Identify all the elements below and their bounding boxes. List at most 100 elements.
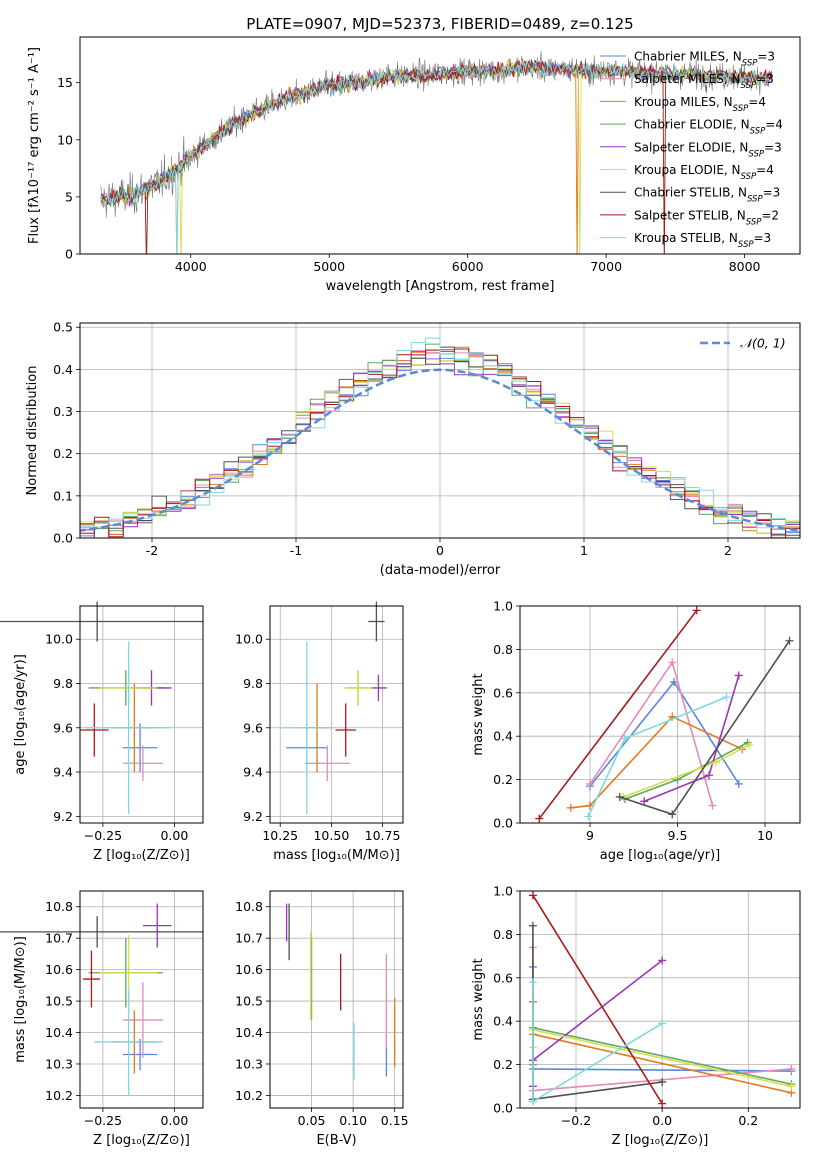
y-tick-label: 0.1: [53, 488, 73, 503]
weight-marker-kroupa_stelib: [658, 1019, 667, 1028]
x-tick-label: −0.25: [84, 1113, 122, 1128]
y-tick-label: 0.4: [53, 362, 73, 377]
figure-title: PLATE=0907, MJD=52373, FIBERID=0489, z=0…: [246, 15, 633, 33]
axes-frame: [79, 322, 801, 539]
x-axis-label: Z [log₁₀(Z/Z⊙)]: [93, 1133, 190, 1148]
weight-marker-kroupa_stelib: [621, 734, 629, 743]
x-tick-label: 1: [580, 543, 588, 558]
x-tick-label: 10: [757, 828, 773, 843]
x-tick-label: -1: [290, 543, 302, 558]
x-tick-label: 8000: [729, 259, 761, 274]
axes-frame: [519, 605, 801, 824]
y-tick-label: 10.2: [45, 1088, 73, 1103]
weight-marker-salpeter_miles: [787, 1064, 796, 1073]
errorbar-salpeter_stelib: [80, 703, 109, 757]
weight-line-chabrier_elodie: [624, 741, 748, 800]
y-tick-label: 0: [65, 247, 73, 262]
y-tick-label: 10.0: [235, 632, 263, 647]
x-tick-label: −0.2: [561, 1113, 591, 1128]
errorbar-kroupa_elodie: [343, 670, 373, 706]
y-axis-label: Flux [fλ10⁻¹⁷ erg cm⁻² s⁻¹ A⁻¹]: [27, 47, 42, 244]
y-tick-label: 0.2: [493, 772, 513, 787]
x-tick-label: 5000: [313, 259, 345, 274]
weight-marker-salpeter_stelib: [692, 606, 701, 615]
y-tick-label: 10.6: [235, 962, 263, 977]
weight-marker-salpeter_miles: [586, 779, 594, 788]
y-tick-label: 0.5: [53, 320, 73, 335]
plot-area: [0, 903, 203, 1096]
y-tick-label: 10.8: [45, 899, 73, 914]
errorbar-salpeter_elodie: [370, 674, 387, 702]
weight-line-kroupa_miles: [570, 715, 743, 809]
legend-label-salpeter_stelib: Salpeter STELIB, NSSP=2: [634, 208, 779, 227]
y-tick-label: 9.6: [243, 720, 263, 735]
y-tick-label: 9.8: [53, 676, 73, 691]
x-tick-label: 10.50: [313, 828, 349, 843]
panel-weight-vs-Z: −0.2 0.0 0.2 0.0 0.2 0.4 0.6 0.8 1.0 Z [log₁₀(Z/Z…: [471, 884, 801, 1148]
weight-marker-chabrier_miles: [734, 779, 743, 788]
panel-spectrum: 4000 5000 6000 7000 8000 0 5 10 15 wavelength [An…: [27, 36, 801, 294]
weight-marker-kroupa_stelib: [528, 1097, 537, 1106]
y-tick-label: 1.0: [493, 884, 513, 899]
weight-marker-kroupa_elodie: [712, 758, 720, 767]
y-tick-label: 0.3: [53, 404, 73, 419]
panel-age-vs-mass: 10.25 10.50 10.75 9.2 9.4 9.6 9.8 10.0 mass [log…: [235, 601, 404, 863]
weight-marker-chabrier_stelib: [658, 1077, 667, 1086]
plot-area: [528, 891, 796, 1108]
legend-label-chabrier_miles: Chabrier MILES, NSSP=3: [634, 50, 775, 69]
x-tick-label: 10.25: [262, 828, 298, 843]
y-tick-label: 9.6: [53, 720, 73, 735]
y-tick-label: 10.6: [45, 962, 73, 977]
y-axis-label: age [log₁₀(age/yr)]: [13, 654, 28, 775]
legend-label-chabrier_stelib: Chabrier STELIB, NSSP=3: [634, 186, 780, 205]
x-tick-label: 4000: [175, 259, 207, 274]
errorbar-chabrier_stelib: [368, 601, 385, 642]
y-tick-label: 9.2: [53, 809, 73, 824]
weight-marker-chabrier_stelib: [668, 810, 677, 819]
x-tick-label: 0: [436, 543, 444, 558]
errorbar-salpeter_miles: [304, 745, 350, 781]
x-axis-label: (data-model)/error: [380, 563, 501, 578]
weight-marker-kroupa_elodie: [787, 1082, 796, 1091]
errorbar-chabrier_stelib: [0, 601, 203, 642]
x-axis-label: age [log₁₀(age/yr)]: [600, 848, 721, 863]
x-tick-label: -2: [146, 543, 158, 558]
x-tick-label: 0.05: [298, 1113, 326, 1128]
x-axis-label: wavelength [Angstrom, rest frame]: [326, 279, 555, 294]
y-tick-label: 10.7: [235, 931, 263, 946]
panel-mass-vs-ebv: 0.05 0.10 0.15 10.2 10.3 10.4 10.5 10.6 10.7 10.8…: [235, 890, 409, 1148]
weight-marker-salpeter_stelib: [528, 891, 537, 900]
y-tick-label: 10.3: [235, 1056, 263, 1071]
x-tick-label: 0.00: [160, 828, 188, 843]
legend-label-kroupa_elodie: Kroupa ELODIE, NSSP=4: [634, 163, 774, 182]
y-tick-label: 0.4: [493, 1014, 513, 1029]
y-tick-label: 0.2: [53, 446, 73, 461]
axes-frame: [269, 605, 404, 824]
y-axis-label: Normed distribution: [25, 366, 40, 496]
y-tick-label: 0.6: [493, 970, 513, 985]
weight-marker-chabrier_stelib: [528, 921, 537, 930]
x-axis-label: mass [log₁₀(M/M⊙)]: [273, 848, 400, 863]
errorbar-salpeter_miles: [122, 745, 163, 781]
weight-marker-salpeter_miles: [668, 658, 677, 667]
y-tick-label: 0.8: [493, 642, 513, 657]
y-tick-label: 0.6: [493, 685, 513, 700]
weight-marker-kroupa_miles: [566, 803, 575, 812]
x-tick-label: 2: [724, 543, 732, 558]
weight-line-salpeter_stelib: [532, 894, 663, 1105]
weight-marker-salpeter_elodie: [734, 671, 743, 680]
weight-line-salpeter_miles: [589, 660, 714, 806]
y-tick-label: 9.2: [243, 809, 263, 824]
x-tick-label: 9.5: [668, 828, 688, 843]
errorbar-kroupa_stelib: [85, 641, 172, 815]
y-tick-label: 10.8: [235, 899, 263, 914]
weight-marker-salpeter_elodie: [658, 956, 667, 965]
errorbar-kroupa_stelib: [280, 641, 334, 815]
histogram-kroupa_stelib: [80, 337, 800, 536]
model-spectrum-kroupa_stelib: [100, 59, 773, 254]
plot-area: [100, 50, 773, 254]
errorbar-chabrier_stelib: [0, 916, 203, 948]
y-tick-label: 10.2: [235, 1088, 263, 1103]
x-tick-label: 9: [586, 828, 594, 843]
